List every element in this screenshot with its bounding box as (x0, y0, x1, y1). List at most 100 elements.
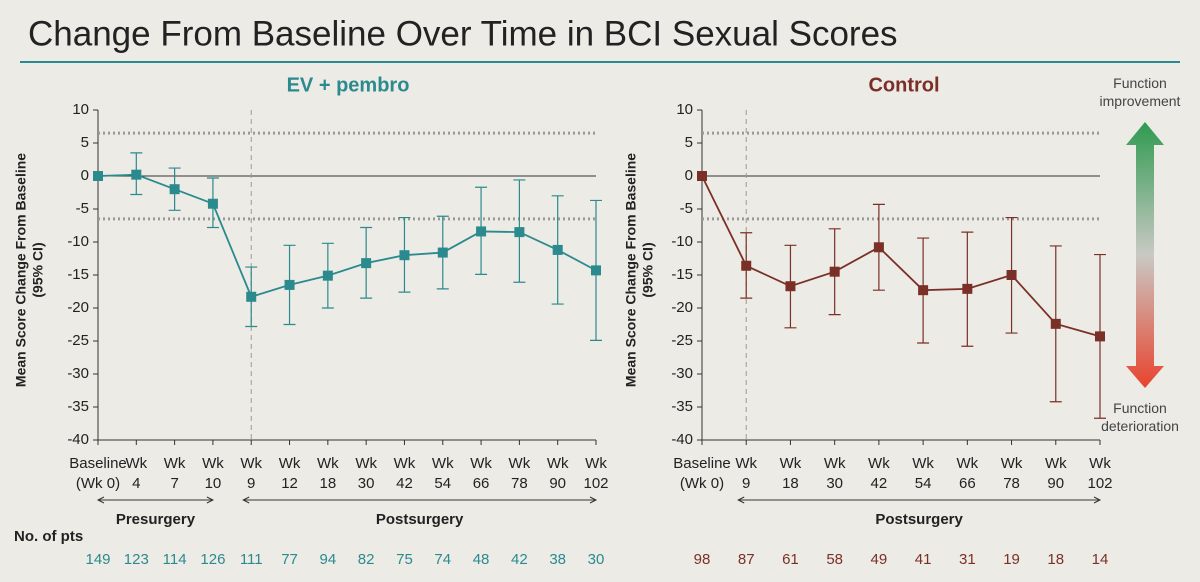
patients-count: 123 (124, 551, 149, 568)
phase-arrow (242, 496, 598, 504)
patients-count: 18 (1047, 551, 1064, 568)
y-tick-label: -10 (67, 233, 89, 250)
data-point (169, 184, 180, 195)
patients-count: 58 (826, 551, 843, 568)
patients-count: 49 (871, 551, 888, 568)
x-tick-label: Wk 66 (956, 455, 978, 492)
data-point (131, 169, 142, 180)
x-tick-label: Wk 78 (1001, 455, 1023, 492)
patients-count: 74 (434, 551, 451, 568)
data-point (829, 266, 840, 277)
phase-arrow (96, 496, 215, 504)
y-tick-label: -30 (671, 365, 693, 382)
phase-label: Postsurgery (376, 511, 464, 528)
data-point (552, 244, 563, 255)
y-tick-label: -10 (671, 233, 693, 250)
x-tick-label: Wk 66 (470, 455, 492, 492)
patients-count: 114 (163, 551, 187, 568)
x-tick-label: Wk 18 (780, 455, 802, 492)
patients-count: 149 (85, 551, 110, 568)
x-tick-label: Wk 78 (509, 455, 531, 492)
patients-count: 98 (694, 551, 711, 568)
y-tick-label: 5 (81, 134, 89, 151)
data-point (476, 226, 487, 237)
data-point (873, 242, 884, 253)
y-tick-label: 0 (685, 167, 693, 184)
data-point (207, 198, 218, 209)
x-tick-label: Wk 30 (355, 455, 377, 492)
phase-label: Postsurgery (875, 511, 963, 528)
patients-count: 30 (588, 551, 605, 568)
arrow-label-top: Function improvement (1100, 75, 1181, 109)
x-tick-label: Wk 4 (125, 455, 147, 492)
phase-label: Presurgery (116, 511, 196, 528)
direction-arrow (1126, 122, 1164, 388)
y-tick-label: 10 (676, 101, 693, 118)
data-point (785, 281, 796, 292)
data-point (437, 247, 448, 258)
y-tick-label: -35 (67, 398, 89, 415)
patients-count: 94 (320, 551, 337, 568)
patients-count: 126 (200, 551, 225, 568)
series-line (97, 173, 597, 298)
data-point (962, 283, 973, 294)
data-point (591, 265, 601, 276)
y-tick-label: -20 (67, 299, 89, 316)
x-tick-label: Wk 30 (824, 455, 846, 492)
data-point (514, 227, 525, 238)
patients-count: 31 (959, 551, 976, 568)
y-tick-label: -15 (67, 266, 89, 283)
x-tick-label: Wk 18 (317, 455, 339, 492)
y-tick-label: 0 (81, 167, 89, 184)
data-point (1050, 318, 1061, 329)
x-tick-label: Wk 54 (912, 455, 934, 492)
patients-count: 41 (915, 551, 932, 568)
data-point (93, 171, 103, 181)
patients-label: No. of pts (14, 528, 83, 545)
data-point (284, 279, 295, 290)
data-point (361, 258, 372, 269)
y-tick-label: -20 (671, 299, 693, 316)
x-tick-label: Wk 90 (547, 455, 569, 492)
y-tick-label: -15 (671, 266, 693, 283)
data-point (1006, 270, 1017, 280)
data-point (322, 270, 333, 281)
x-tick-label: Wk 90 (1045, 455, 1067, 492)
x-tick-label: Baseline (Wk 0) (69, 455, 127, 492)
y-tick-label: 10 (72, 101, 89, 118)
data-point (918, 285, 929, 296)
patients-count: 77 (281, 551, 298, 568)
x-tick-label: Wk 9 (735, 455, 757, 492)
chart-title: Control (868, 74, 939, 96)
x-tick-label: Wk 102 (583, 455, 608, 492)
y-tick-label: -35 (671, 398, 693, 415)
series-line (701, 175, 1101, 338)
y-tick-label: -25 (671, 332, 693, 349)
x-tick-label: Wk 10 (202, 455, 224, 492)
data-point (741, 260, 752, 271)
x-tick-label: Baseline (Wk 0) (673, 455, 731, 492)
y-tick-label: -25 (67, 332, 89, 349)
patients-count: 14 (1092, 551, 1109, 568)
x-tick-label: Wk 42 (394, 455, 416, 492)
x-tick-label: Wk 54 (432, 455, 454, 492)
chart-title: EV + pembro (287, 74, 410, 96)
phase-arrow (737, 496, 1102, 504)
x-tick-label: Wk 12 (279, 455, 301, 492)
x-tick-label: Wk 7 (164, 455, 186, 492)
y-tick-label: -40 (671, 431, 693, 448)
data-point (1095, 331, 1105, 342)
patients-count: 82 (358, 551, 375, 568)
data-point (399, 250, 410, 261)
y-tick-label: -30 (67, 365, 89, 382)
patients-count: 61 (782, 551, 799, 568)
patients-count: 75 (396, 551, 413, 568)
patients-count: 87 (738, 551, 755, 568)
y-axis-label: Mean Score Change From Baseline(95% CI) (12, 153, 45, 387)
x-tick-label: Wk 42 (868, 455, 890, 492)
patients-count: 42 (511, 551, 528, 568)
y-tick-label: -5 (76, 200, 89, 217)
y-tick-label: -40 (67, 431, 89, 448)
x-tick-label: Wk 102 (1087, 455, 1112, 492)
